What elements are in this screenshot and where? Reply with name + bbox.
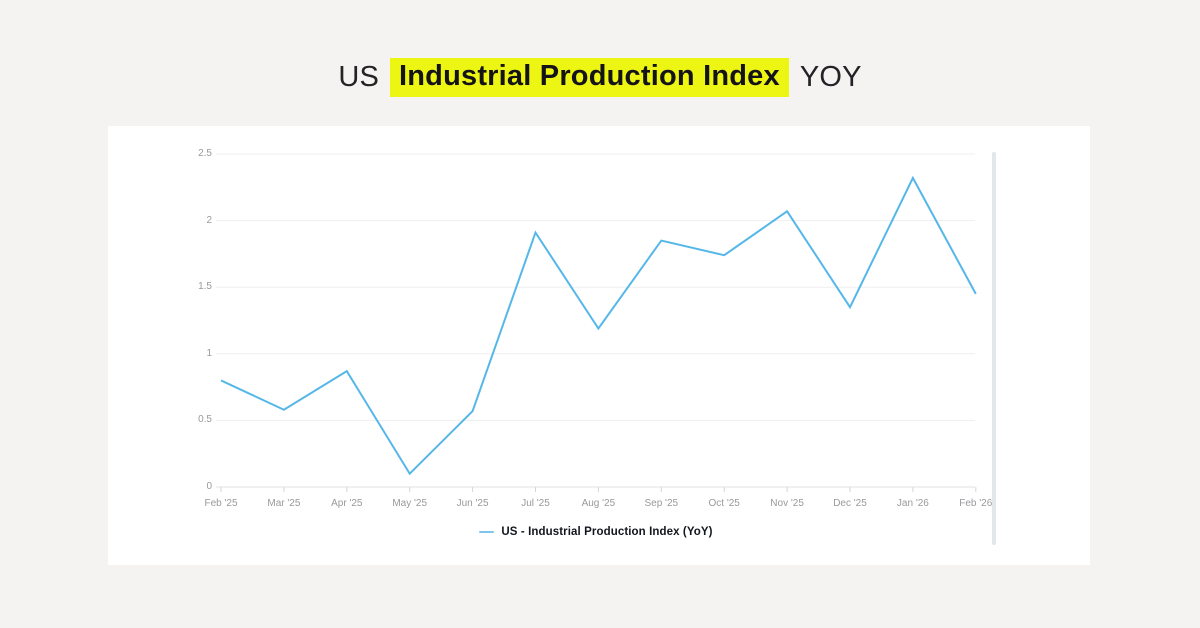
x-axis-tick-label: Sep '25 bbox=[644, 498, 679, 509]
x-axis-tick-label: Aug '25 bbox=[581, 498, 616, 509]
y-axis-tick-label: 2.5 bbox=[198, 148, 212, 159]
page-title: US Industrial Production Index YOY bbox=[0, 58, 1200, 97]
x-axis-tick-label: Oct '25 bbox=[708, 498, 740, 509]
y-axis-tick-label: 0 bbox=[206, 481, 212, 492]
title-prefix: US bbox=[338, 61, 379, 93]
legend-line-marker bbox=[479, 531, 495, 533]
x-axis-tick-label: May '25 bbox=[392, 498, 428, 509]
x-axis-tick-label: Dec '25 bbox=[833, 498, 867, 509]
y-axis-tick-label: 1 bbox=[206, 347, 212, 359]
y-axis-tick-label: 2 bbox=[206, 214, 212, 226]
x-axis-tick-label: Jan '26 bbox=[896, 498, 929, 509]
x-axis-tick-label: Feb '26 bbox=[959, 498, 993, 509]
legend-label: US - Industrial Production Index (YoY) bbox=[501, 526, 713, 538]
chart-legend[interactable]: US - Industrial Production Index (YoY) bbox=[216, 526, 976, 538]
y-axis-tick-label: 0.5 bbox=[198, 414, 212, 426]
y-axis-tick-label: 1.5 bbox=[198, 281, 212, 293]
x-axis-tick-label: Jun '25 bbox=[456, 498, 489, 509]
series-line bbox=[220, 175, 977, 476]
line-chart-plot bbox=[216, 153, 977, 492]
x-axis-tick-label: Mar '25 bbox=[267, 498, 301, 509]
chart-card: 0 0.5 1 1.5 2 2.5 Feb '25 Mar '25 Apr '25 May '25… bbox=[108, 126, 1090, 565]
title-suffix: YOY bbox=[799, 61, 862, 93]
chart-scrollbar[interactable] bbox=[992, 152, 996, 545]
title-highlight: Industrial Production Index bbox=[390, 58, 789, 97]
x-axis-tick-label: Nov '25 bbox=[770, 498, 804, 509]
x-axis-tick-label: Feb '25 bbox=[204, 498, 238, 509]
x-axis-tick-label: Apr '25 bbox=[331, 498, 363, 509]
x-axis-tick-label: Jul '25 bbox=[521, 498, 550, 509]
